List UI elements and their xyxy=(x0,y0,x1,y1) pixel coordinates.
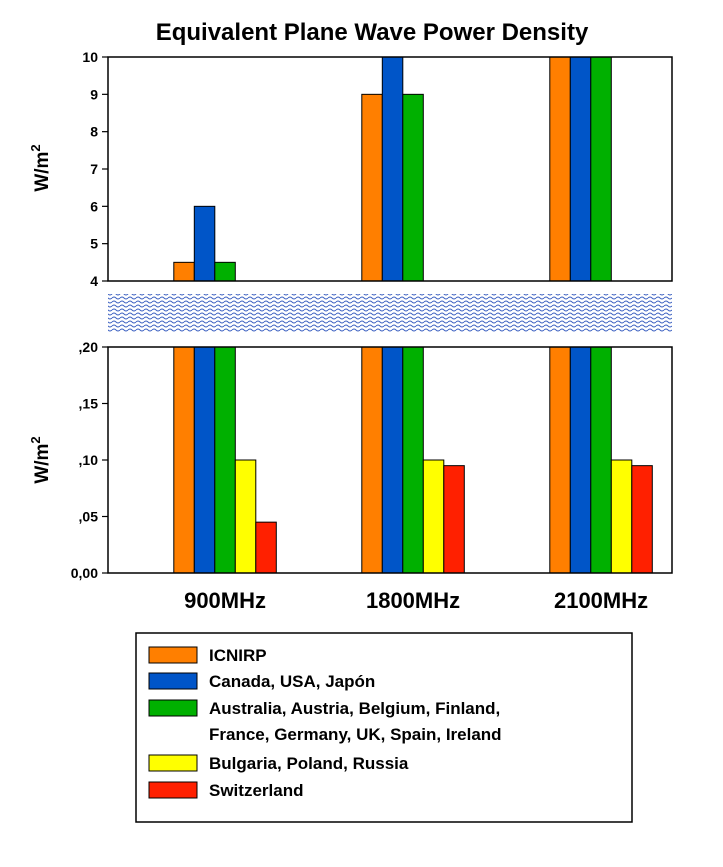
bar-lower xyxy=(173,346,195,574)
bar-upper xyxy=(381,56,404,282)
y-tick-label: 7 xyxy=(90,161,98,177)
y-tick-label: 9 xyxy=(90,86,98,102)
y-tick-label: ,20 xyxy=(79,339,99,355)
bar-lower xyxy=(234,459,257,574)
bar-lower xyxy=(193,346,216,574)
legend-swatch xyxy=(148,754,198,772)
legend-box xyxy=(135,632,633,823)
y-tick-label: 5 xyxy=(90,236,98,252)
legend-label: Switzerland xyxy=(209,781,303,800)
bar-lower xyxy=(361,346,383,574)
bar-lower xyxy=(402,346,424,574)
legend-label: Bulgaria, Poland, Russia xyxy=(209,754,409,773)
bar-lower xyxy=(610,459,633,574)
bar-upper xyxy=(193,205,216,282)
bar-lower xyxy=(255,521,277,574)
bar-lower xyxy=(631,465,653,574)
bar-lower xyxy=(443,465,465,574)
chart-title: Equivalent Plane Wave Power Density xyxy=(156,19,589,46)
upper-y-axis-label: W/m2 xyxy=(28,144,53,191)
y-tick-label: 4 xyxy=(90,273,98,289)
legend-label: ICNIRP xyxy=(209,646,267,665)
bar-lower xyxy=(569,346,592,574)
bar-lower xyxy=(549,346,571,574)
x-tick-label: 2100MHz xyxy=(554,588,648,613)
legend-swatch xyxy=(148,781,198,799)
y-tick-label: 0,00 xyxy=(71,565,98,581)
x-tick-label: 900MHz xyxy=(184,588,266,613)
bar-upper xyxy=(549,56,571,282)
bar-upper xyxy=(590,56,612,282)
bar-upper xyxy=(402,93,424,282)
x-tick-label: 1800MHz xyxy=(366,588,460,613)
axis-break xyxy=(108,294,672,332)
bar-upper xyxy=(361,93,383,282)
bar-lower xyxy=(381,346,404,574)
y-tick-label: ,10 xyxy=(79,452,99,468)
legend-swatch xyxy=(148,646,198,664)
y-tick-label: 10 xyxy=(82,49,98,65)
legend-label-line2: France, Germany, UK, Spain, Ireland xyxy=(209,725,502,744)
y-tick-label: 6 xyxy=(90,198,98,214)
legend-swatch xyxy=(148,699,198,717)
bar-lower xyxy=(590,346,612,574)
bar-upper xyxy=(214,261,236,282)
y-tick-label: ,15 xyxy=(79,396,99,412)
y-tick-label: ,05 xyxy=(79,509,99,525)
bar-upper xyxy=(569,56,592,282)
legend-label: Canada, USA, Japón xyxy=(209,672,375,691)
bar-upper xyxy=(173,261,195,282)
legend: ICNIRP Canada, USA, Japón Australia, Austr… xyxy=(135,632,633,823)
y-tick-label: 8 xyxy=(90,124,98,140)
legend-swatch xyxy=(148,672,198,690)
lower-y-axis-label: W/m2 xyxy=(28,436,53,483)
bar-lower xyxy=(422,459,445,574)
upper-panel: 4 5 6 7 8 9 10 xyxy=(82,49,673,289)
lower-panel: 0,00 ,05 ,10 ,15 ,20 xyxy=(71,339,673,581)
legend-label: Australia, Austria, Belgium, Finland, xyxy=(209,699,500,718)
bar-lower xyxy=(214,346,236,574)
